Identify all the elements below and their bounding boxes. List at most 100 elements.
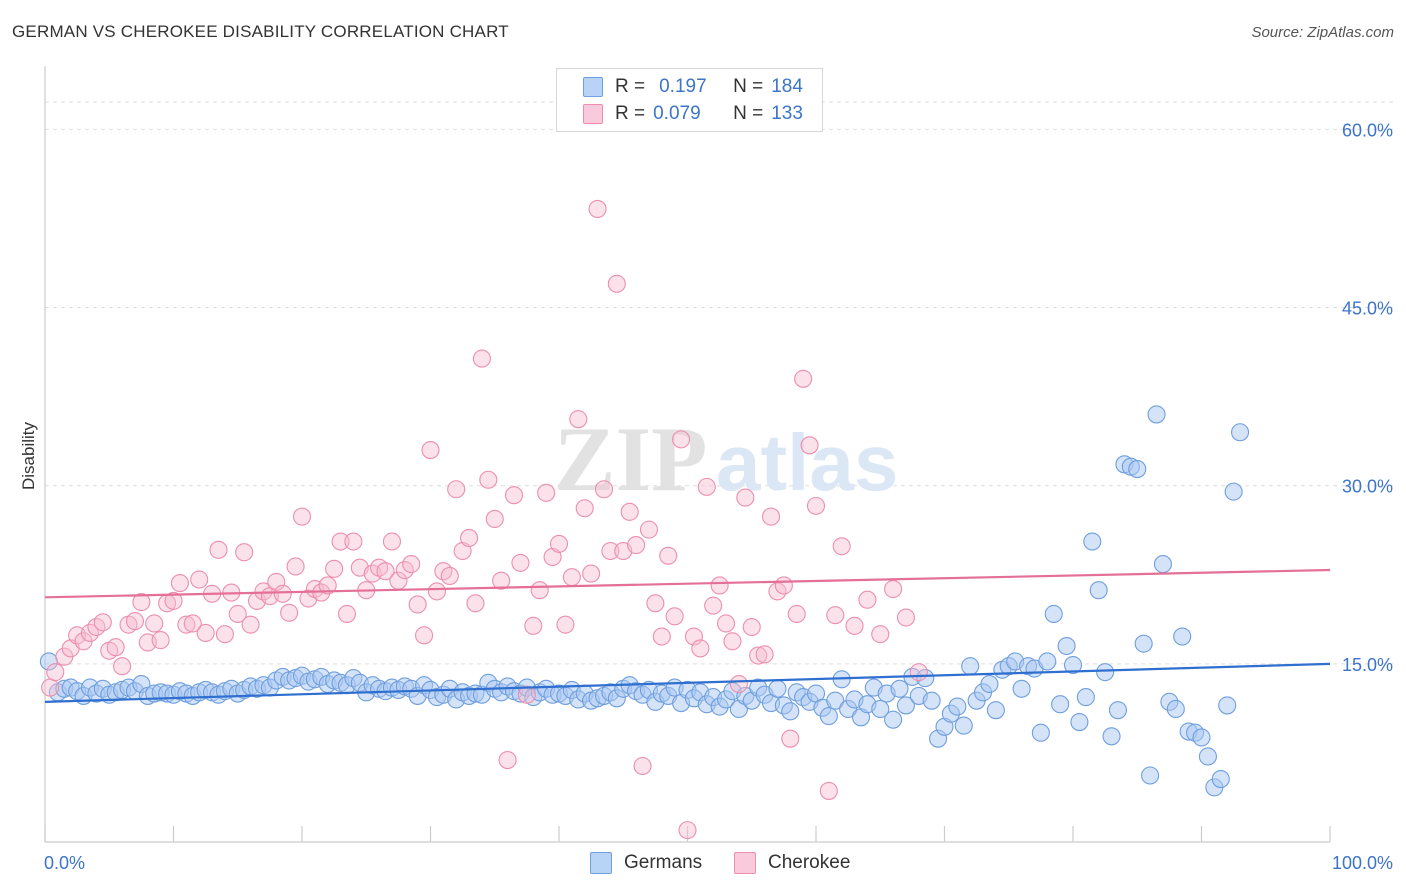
point-cherokee xyxy=(485,509,504,528)
point-cherokee xyxy=(402,555,421,574)
point-germans xyxy=(1224,482,1243,501)
trend-line-cherokee xyxy=(44,568,1331,599)
point-cherokee xyxy=(646,594,665,613)
bottom-legend: Germans Cherokee xyxy=(0,852,1406,878)
point-cherokee xyxy=(774,576,793,595)
point-germans xyxy=(1051,695,1070,714)
point-germans xyxy=(1108,701,1128,720)
point-germans xyxy=(1173,627,1192,646)
point-germans xyxy=(1128,460,1147,479)
bottom-legend-label-cherokee: Cherokee xyxy=(768,852,851,873)
point-cherokee xyxy=(761,507,781,526)
point-germans xyxy=(1012,679,1031,698)
series-germans xyxy=(39,405,1250,797)
point-cherokee xyxy=(498,750,517,770)
point-cherokee xyxy=(337,604,357,624)
point-cherokee xyxy=(684,627,703,646)
x-tick-label: 100.0% xyxy=(1332,853,1393,873)
legend-n-label: N = xyxy=(733,76,764,97)
point-cherokee xyxy=(132,593,151,612)
point-cherokee xyxy=(736,488,755,507)
point-cherokee xyxy=(280,603,299,622)
point-cherokee xyxy=(575,499,594,518)
point-germans xyxy=(980,674,999,694)
point-cherokee xyxy=(665,607,684,626)
point-germans xyxy=(890,679,909,698)
point-cherokee xyxy=(691,639,710,658)
watermark-zip: ZIP xyxy=(554,408,707,510)
point-cherokee xyxy=(382,532,402,551)
point-cherokee xyxy=(697,477,716,496)
point-cherokee xyxy=(145,614,164,633)
point-germans xyxy=(986,701,1005,720)
point-cherokee xyxy=(421,441,440,460)
watermark-atlas: atlas xyxy=(716,418,898,507)
point-cherokee xyxy=(106,638,125,657)
point-cherokee xyxy=(537,483,556,502)
point-cherokee xyxy=(884,579,903,599)
point-cherokee xyxy=(562,568,581,587)
point-cherokee xyxy=(177,615,196,634)
bottom-legend-swatch-germans xyxy=(590,852,612,874)
point-cherokee xyxy=(639,520,659,539)
point-cherokee xyxy=(729,674,748,694)
point-cherokee xyxy=(672,430,691,449)
point-cherokee xyxy=(517,685,536,704)
point-cherokee xyxy=(228,604,247,624)
y-tick-label: 15.0% xyxy=(1342,655,1393,675)
point-germans xyxy=(1218,696,1237,715)
point-cherokee xyxy=(472,349,491,368)
point-germans xyxy=(954,716,973,735)
point-cherokee xyxy=(787,604,806,624)
point-germans xyxy=(1166,699,1185,719)
point-cherokee xyxy=(678,821,697,840)
point-cherokee xyxy=(633,756,652,776)
point-cherokee xyxy=(704,596,723,615)
point-germans xyxy=(819,707,838,726)
point-cherokee xyxy=(235,543,254,562)
point-cherokee xyxy=(215,625,234,644)
point-cherokee xyxy=(459,528,479,548)
point-cherokee xyxy=(594,480,614,499)
point-cherokee xyxy=(896,608,916,627)
axes xyxy=(44,66,1331,843)
point-germans xyxy=(1147,405,1166,424)
point-germans xyxy=(1044,604,1063,624)
point-cherokee xyxy=(588,199,607,219)
point-cherokee xyxy=(659,546,678,565)
point-cherokee xyxy=(453,541,472,561)
point-cherokee xyxy=(209,540,228,559)
bottom-legend-swatch-cherokee xyxy=(734,852,756,874)
point-cherokee xyxy=(447,480,466,499)
watermark: ZIP atlas xyxy=(554,408,898,510)
point-cherokee xyxy=(716,614,736,633)
point-cherokee xyxy=(511,553,530,572)
legend-r-value-cherokee: 0.079 xyxy=(653,103,701,124)
legend-n-value-germans: 184 xyxy=(771,76,803,97)
legend-swatch-germans xyxy=(583,77,603,97)
point-germans xyxy=(826,691,845,710)
point-cherokee xyxy=(794,369,813,388)
point-germans xyxy=(1134,634,1153,653)
point-cherokee xyxy=(325,559,344,578)
source-label: Source: ZipAtlas.com xyxy=(1251,24,1394,41)
point-cherokee xyxy=(858,590,877,609)
point-germans xyxy=(1089,581,1108,600)
point-cherokee xyxy=(832,537,851,556)
point-cherokee xyxy=(723,632,742,651)
point-cherokee xyxy=(190,570,209,589)
point-germans xyxy=(1211,770,1230,789)
legend-r-label: R = xyxy=(615,76,646,97)
point-germans xyxy=(1083,532,1102,551)
point-germans xyxy=(922,691,941,710)
x-tick-label: 0.0% xyxy=(44,853,85,873)
y-axis-label: Disability xyxy=(19,421,38,490)
point-cherokee xyxy=(556,615,575,634)
point-cherokee xyxy=(652,627,671,646)
point-cherokee xyxy=(800,436,819,455)
point-cherokee xyxy=(742,617,761,637)
point-cherokee xyxy=(113,657,132,676)
y-tick-label: 30.0% xyxy=(1342,477,1393,497)
point-cherokee xyxy=(344,532,363,551)
